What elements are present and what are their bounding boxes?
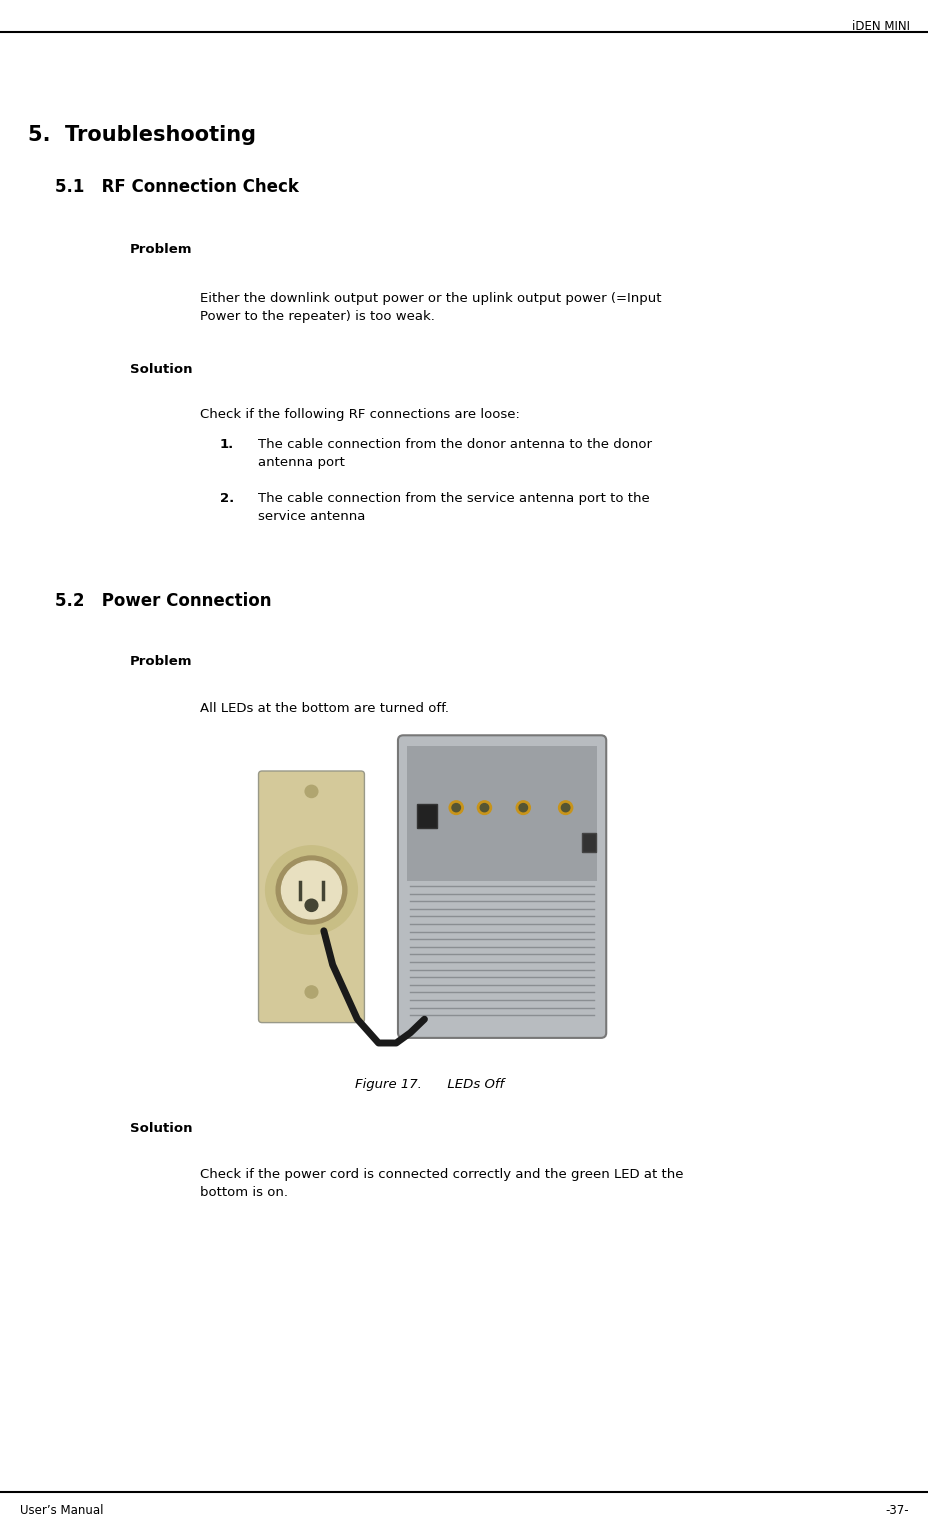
Circle shape	[281, 862, 342, 918]
Circle shape	[516, 801, 530, 814]
Text: Solution: Solution	[130, 1122, 192, 1135]
Text: Check if the power cord is connected correctly and the green LED at the
bottom i: Check if the power cord is connected cor…	[200, 1167, 683, 1199]
Circle shape	[265, 847, 357, 934]
Circle shape	[480, 804, 488, 811]
Circle shape	[304, 986, 317, 998]
FancyBboxPatch shape	[417, 804, 436, 828]
Text: All LEDs at the bottom are turned off.: All LEDs at the bottom are turned off.	[200, 701, 448, 715]
Text: 2.: 2.	[220, 492, 234, 504]
Text: Solution: Solution	[130, 364, 192, 376]
Text: 5.1   RF Connection Check: 5.1 RF Connection Check	[55, 177, 299, 196]
Text: User’s Manual: User’s Manual	[20, 1504, 103, 1517]
Circle shape	[558, 801, 572, 814]
FancyBboxPatch shape	[397, 735, 606, 1038]
Circle shape	[304, 898, 317, 911]
FancyBboxPatch shape	[581, 833, 595, 851]
Circle shape	[561, 804, 569, 811]
Circle shape	[448, 801, 463, 814]
Text: The cable connection from the service antenna port to the
service antenna: The cable connection from the service an…	[258, 492, 649, 523]
Circle shape	[477, 801, 491, 814]
Text: Problem: Problem	[130, 243, 192, 257]
Circle shape	[276, 856, 346, 924]
Text: Either the downlink output power or the uplink output power (=Input
Power to the: Either the downlink output power or the …	[200, 292, 661, 322]
Text: Figure 17.      LEDs Off: Figure 17. LEDs Off	[354, 1077, 504, 1091]
Text: -37-: -37-	[884, 1504, 908, 1517]
Text: The cable connection from the donor antenna to the donor
antenna port: The cable connection from the donor ante…	[258, 439, 651, 469]
FancyBboxPatch shape	[406, 746, 597, 880]
Text: Check if the following RF connections are loose:: Check if the following RF connections ar…	[200, 408, 520, 422]
Text: Problem: Problem	[130, 656, 192, 668]
Circle shape	[452, 804, 460, 811]
Text: 1.: 1.	[220, 439, 234, 451]
FancyBboxPatch shape	[258, 772, 364, 1022]
Circle shape	[519, 804, 527, 811]
Text: 5.  Troubleshooting: 5. Troubleshooting	[28, 125, 256, 145]
Text: 5.2   Power Connection: 5.2 Power Connection	[55, 591, 271, 610]
Circle shape	[304, 785, 317, 798]
Text: iDEN MINI: iDEN MINI	[851, 20, 909, 34]
